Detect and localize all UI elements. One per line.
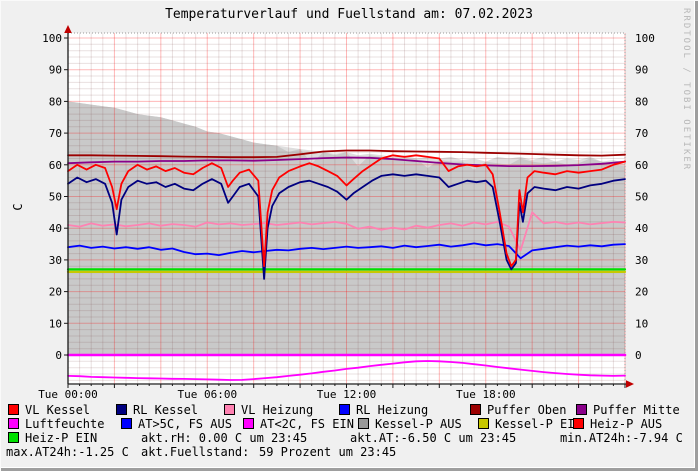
svg-text:40: 40 <box>49 222 62 235</box>
kessel-p-ein-swatch <box>478 418 489 429</box>
stat-fuellstand-value: 59 Prozent um 23:45 <box>259 444 397 459</box>
legend-item-puffer-oben: Puffer Oben <box>470 402 567 417</box>
puffer-mitte-swatch <box>576 404 587 415</box>
heiz-p-aus-swatch <box>573 418 584 429</box>
legend-item-puffer-mitte: Puffer Mitte <box>576 402 680 417</box>
legend-label: Luftfeuchte <box>25 416 105 431</box>
legend-item-vl-kessel: VL Kessel <box>8 402 91 417</box>
stat-akt-at: akt.AT:-6.50 C um 23:45 <box>350 430 517 445</box>
legend-item-rl-kessel: RL Kessel <box>116 402 199 417</box>
legend-item-vl-heizung: VL Heizung <box>224 402 314 417</box>
svg-text:80: 80 <box>49 95 62 108</box>
svg-text:10: 10 <box>49 317 62 330</box>
svg-text:30: 30 <box>49 254 62 267</box>
svg-text:50: 50 <box>635 191 648 204</box>
chart-plot-area: 0 0 10 10 20 20 30 30 40 40 50 50 60 60 70 70 80 80 90 90 10… <box>38 25 655 400</box>
svg-text:0: 0 <box>55 349 62 362</box>
rl-heizung-swatch <box>339 404 350 415</box>
legend-label: Heiz-P EIN <box>25 430 98 445</box>
at-gt5c-swatch <box>121 418 132 429</box>
legend-label: AT<2C, FS EIN <box>260 416 354 431</box>
legend-label: Puffer Mitte <box>593 402 680 417</box>
heiz-p-ein-swatch <box>8 432 19 443</box>
svg-text:Tue 06:00: Tue 06:00 <box>177 388 237 400</box>
rl-kessel-swatch <box>116 404 127 415</box>
at-lt2c-swatch <box>243 418 254 429</box>
legend-item-luftfeuchte: Luftfeuchte <box>8 416 105 431</box>
vl-heizung-swatch <box>224 404 235 415</box>
svg-text:Tue 12:00: Tue 12:00 <box>317 388 377 400</box>
legend-label: AT>5C, FS AUS <box>138 416 232 431</box>
vl-kessel-swatch <box>8 404 19 415</box>
svg-text:Tue 18:00: Tue 18:00 <box>456 388 516 400</box>
svg-text:30: 30 <box>635 254 648 267</box>
svg-text:Tue 00:00: Tue 00:00 <box>38 388 98 400</box>
legend-label: VL Heizung <box>241 402 314 417</box>
legend-label: Heiz-P AUS <box>590 416 663 431</box>
legend-item-kessel-p-aus: Kessel-P AUS <box>358 416 462 431</box>
chart-title: Temperaturverlauf und Fuellstand am: 07.… <box>165 7 533 22</box>
svg-text:100: 100 <box>42 32 62 45</box>
svg-text:40: 40 <box>635 222 648 235</box>
legend-item-kessel-p-ein: Kessel-P EIN <box>478 416 582 431</box>
legend-label: RL Kessel <box>133 402 199 417</box>
legend-item-heiz-p-ein: Heiz-P EIN <box>8 430 98 445</box>
svg-text:60: 60 <box>49 159 62 172</box>
kessel-p-aus-swatch <box>358 418 369 429</box>
svg-text:20: 20 <box>49 286 62 299</box>
puffer-oben-swatch <box>470 404 481 415</box>
svg-text:70: 70 <box>49 127 62 140</box>
legend-label: RL Heizung <box>356 402 429 417</box>
svg-text:70: 70 <box>635 127 648 140</box>
svg-text:90: 90 <box>49 64 62 77</box>
legend-label: Kessel-P EIN <box>495 416 582 431</box>
stat-akt-rh: akt.rH: 0.00 C um 23:45 <box>141 430 308 445</box>
legend-label: Kessel-P AUS <box>375 416 462 431</box>
stat-min-at24h: min.AT24h:-7.94 C <box>560 430 683 445</box>
legend-item-at-lt2c: AT<2C, FS EIN <box>243 416 354 431</box>
stat-max-at24h: max.AT24h:-1.25 C <box>6 444 129 459</box>
svg-text:100: 100 <box>635 32 655 45</box>
stat-fuellstand-label: akt.Fuellstand: <box>141 444 250 459</box>
svg-text:0: 0 <box>635 349 642 362</box>
legend-item-heiz-p-aus: Heiz-P AUS <box>573 416 663 431</box>
legend-item-at-gt5c: AT>5C, FS AUS <box>121 416 232 431</box>
legend-label: Puffer Oben <box>487 402 567 417</box>
svg-text:50: 50 <box>49 191 62 204</box>
svg-text:80: 80 <box>635 95 648 108</box>
legend-label: VL Kessel <box>25 402 91 417</box>
svg-text:90: 90 <box>635 64 648 77</box>
legend-item-rl-heizung: RL Heizung <box>339 402 429 417</box>
svg-text:20: 20 <box>635 286 648 299</box>
svg-text:60: 60 <box>635 159 648 172</box>
luftfeuchte-swatch <box>8 418 19 429</box>
svg-text:10: 10 <box>635 317 648 330</box>
